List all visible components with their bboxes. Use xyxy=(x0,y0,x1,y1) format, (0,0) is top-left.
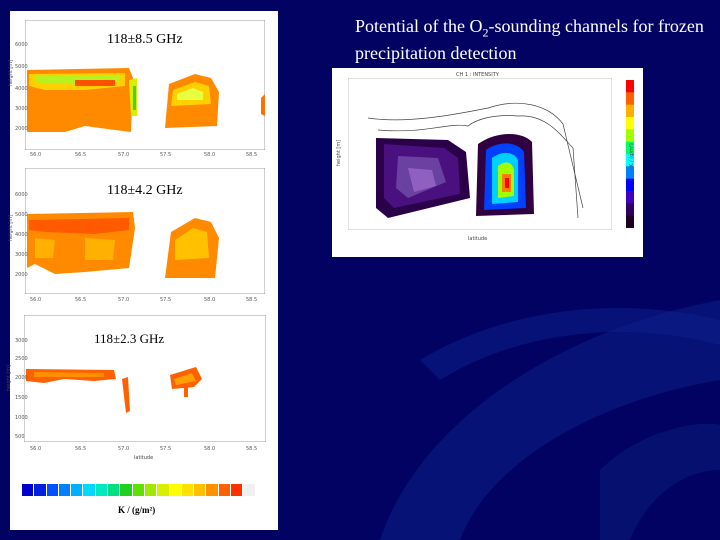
colorbar-swatch xyxy=(46,484,59,496)
tick: 2500 xyxy=(15,356,28,362)
colorbar-unit: K / (g/m²) xyxy=(118,505,156,515)
right-colorbar-segment xyxy=(626,117,634,130)
right-plot-title: CH 1 : INTENSITY xyxy=(456,72,499,78)
tick: 56.0 xyxy=(30,297,42,303)
panel-3-label: 118±2.3 GHz xyxy=(94,331,165,346)
panel-1-plot xyxy=(25,20,265,150)
tick: 58.0 xyxy=(204,446,216,452)
right-colorbar-segment xyxy=(626,178,634,192)
colorbar-swatch xyxy=(95,484,109,496)
panel-3-xlabel: latitude xyxy=(134,455,154,461)
panel-3-plot xyxy=(24,315,266,442)
colorbar-swatch xyxy=(218,484,232,496)
panel-2-plot xyxy=(25,168,265,294)
tick: 57.5 xyxy=(160,152,172,158)
tick: 58.0 xyxy=(204,297,216,303)
colorbar-swatch xyxy=(132,484,145,496)
panel-2-ylabel: height [m] xyxy=(8,214,15,242)
tick: 57.0 xyxy=(118,152,130,158)
colorbar-swatch xyxy=(71,484,84,496)
right-colorbar-segment xyxy=(626,141,634,155)
right-colorbar-label: K / (g/m²) xyxy=(628,143,635,167)
right-plot xyxy=(348,78,612,230)
right-colorbar-segment xyxy=(626,191,634,204)
tick: 57.5 xyxy=(160,297,172,303)
right-colorbar xyxy=(626,80,634,228)
colorbar-swatch xyxy=(108,484,121,496)
right-colorbar-segment xyxy=(626,203,634,217)
tick: 57.0 xyxy=(118,297,130,303)
tick: 5000 xyxy=(15,64,28,70)
tick: 5000 xyxy=(15,212,28,218)
tick: 58.5 xyxy=(246,152,258,158)
colorbar-swatch xyxy=(231,484,244,496)
tick: 56.0 xyxy=(30,152,42,158)
tick: 4000 xyxy=(15,86,28,92)
tick: 6000 xyxy=(15,192,28,198)
tick: 1500 xyxy=(15,395,28,401)
tick: 3000 xyxy=(15,338,28,344)
tick: 58.0 xyxy=(204,152,216,158)
colorbar-swatch xyxy=(144,484,158,496)
right-colorbar-segment xyxy=(626,166,634,180)
tick: 57.5 xyxy=(160,446,172,452)
tick: 3000 xyxy=(15,252,28,258)
tick: 3000 xyxy=(15,106,28,112)
tick: 4000 xyxy=(15,232,28,238)
tick: 58.5 xyxy=(246,297,258,303)
tick: 2000 xyxy=(15,126,28,132)
right-colorbar-segment xyxy=(626,129,634,143)
panel-2-label: 118±4.2 GHz xyxy=(107,183,183,198)
tick: 1000 xyxy=(15,415,28,421)
colorbar-swatch xyxy=(58,484,72,496)
colorbar-swatch xyxy=(243,484,256,496)
colorbar-swatch xyxy=(194,484,207,496)
colorbar-swatch xyxy=(22,484,35,496)
slide-title: Potential of the O2-sounding channels fo… xyxy=(355,16,704,63)
tick: 6000 xyxy=(15,42,28,48)
panel-1-label: 118±8.5 GHz xyxy=(107,32,183,47)
right-colorbar-segment xyxy=(626,104,634,118)
right-plot-ylabel: height [m] xyxy=(336,139,343,167)
right-colorbar-segment xyxy=(626,80,634,93)
colorbar-swatch xyxy=(83,484,96,496)
panel-3-ylabel: height [m] xyxy=(6,364,13,392)
tick: 56.5 xyxy=(75,297,87,303)
right-colorbar-segment xyxy=(626,215,634,228)
colorbar-swatch xyxy=(181,484,195,496)
colorbar-swatch xyxy=(169,484,182,496)
left-colorbar xyxy=(22,484,256,496)
tick: 56.0 xyxy=(30,446,42,452)
tick: 58.5 xyxy=(246,446,258,452)
colorbar-swatch xyxy=(34,484,47,496)
tick: 56.5 xyxy=(75,446,87,452)
colorbar-swatch xyxy=(157,484,170,496)
right-colorbar-segment xyxy=(626,154,634,167)
colorbar-swatch xyxy=(206,484,219,496)
panel-1-ylabel: height [m] xyxy=(8,59,15,87)
tick: 57.0 xyxy=(118,446,130,452)
tick: 2000 xyxy=(15,375,28,381)
tick: 2000 xyxy=(15,272,28,278)
colorbar-swatch xyxy=(120,484,133,496)
tick: 500 xyxy=(15,434,25,440)
tick: 56.5 xyxy=(75,152,87,158)
right-colorbar-segment xyxy=(626,92,634,106)
right-plot-xlabel: latitude xyxy=(468,236,488,242)
